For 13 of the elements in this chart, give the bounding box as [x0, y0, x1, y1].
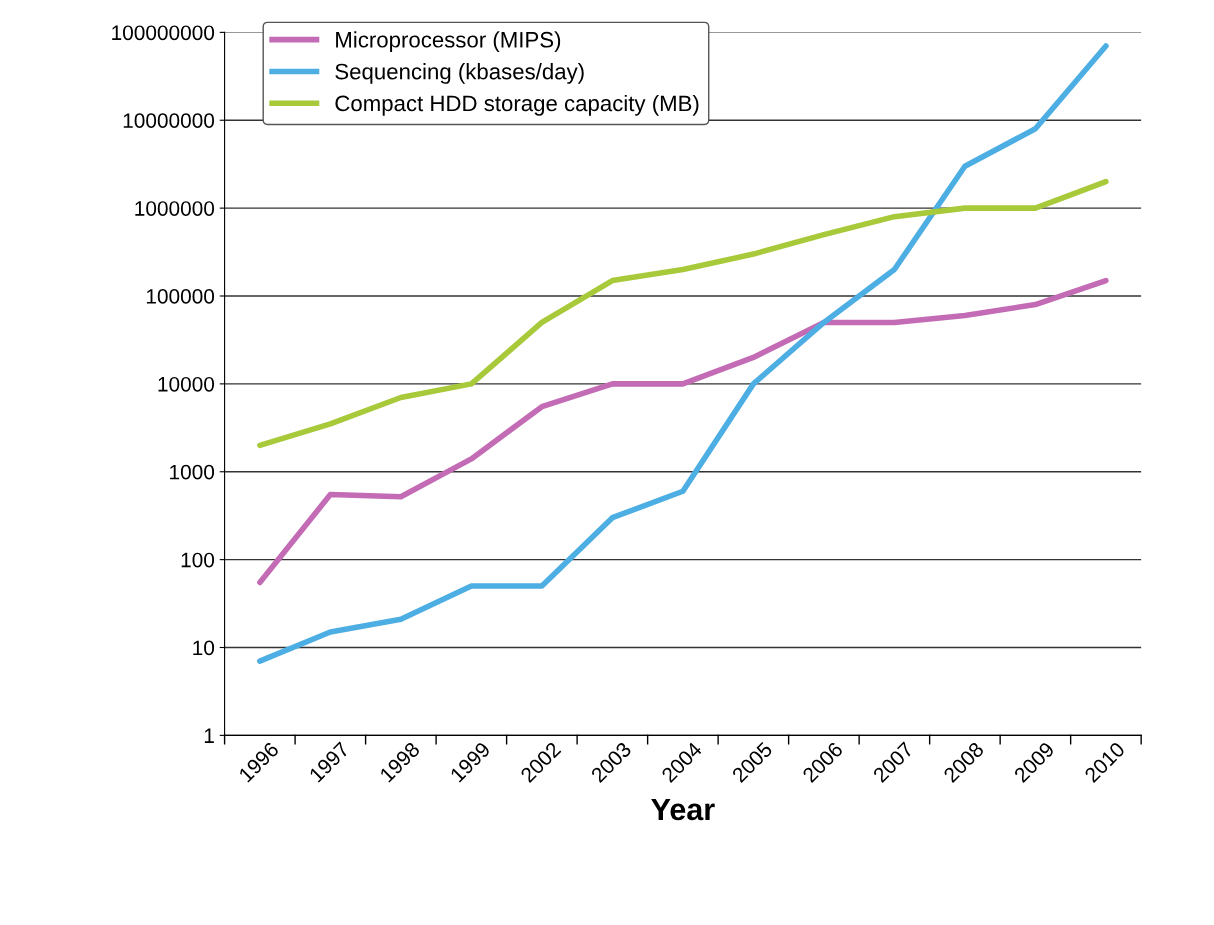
y-tick-label: 1000 [170, 464, 215, 480]
y-tick-label: 10000 [158, 376, 215, 392]
legend-label: Microprocessor (MIPS) [336, 31, 561, 52]
y-tick-label: 100000 [146, 289, 215, 304]
y-tick-label: 1 [204, 728, 214, 743]
y-tick-label: 10 [193, 640, 215, 656]
y-tick-label: 100 [181, 552, 215, 568]
legend-label: Sequencing (kbases/day) [335, 63, 584, 84]
y-tick-label: 1000000 [135, 201, 215, 216]
legend-label: Compact HDD storage capacity (MB) [335, 94, 699, 116]
y-tick-label: 10000000 [123, 113, 215, 128]
y-tick-label: 100000000 [112, 25, 215, 41]
x-axis-title: Year [651, 798, 715, 821]
